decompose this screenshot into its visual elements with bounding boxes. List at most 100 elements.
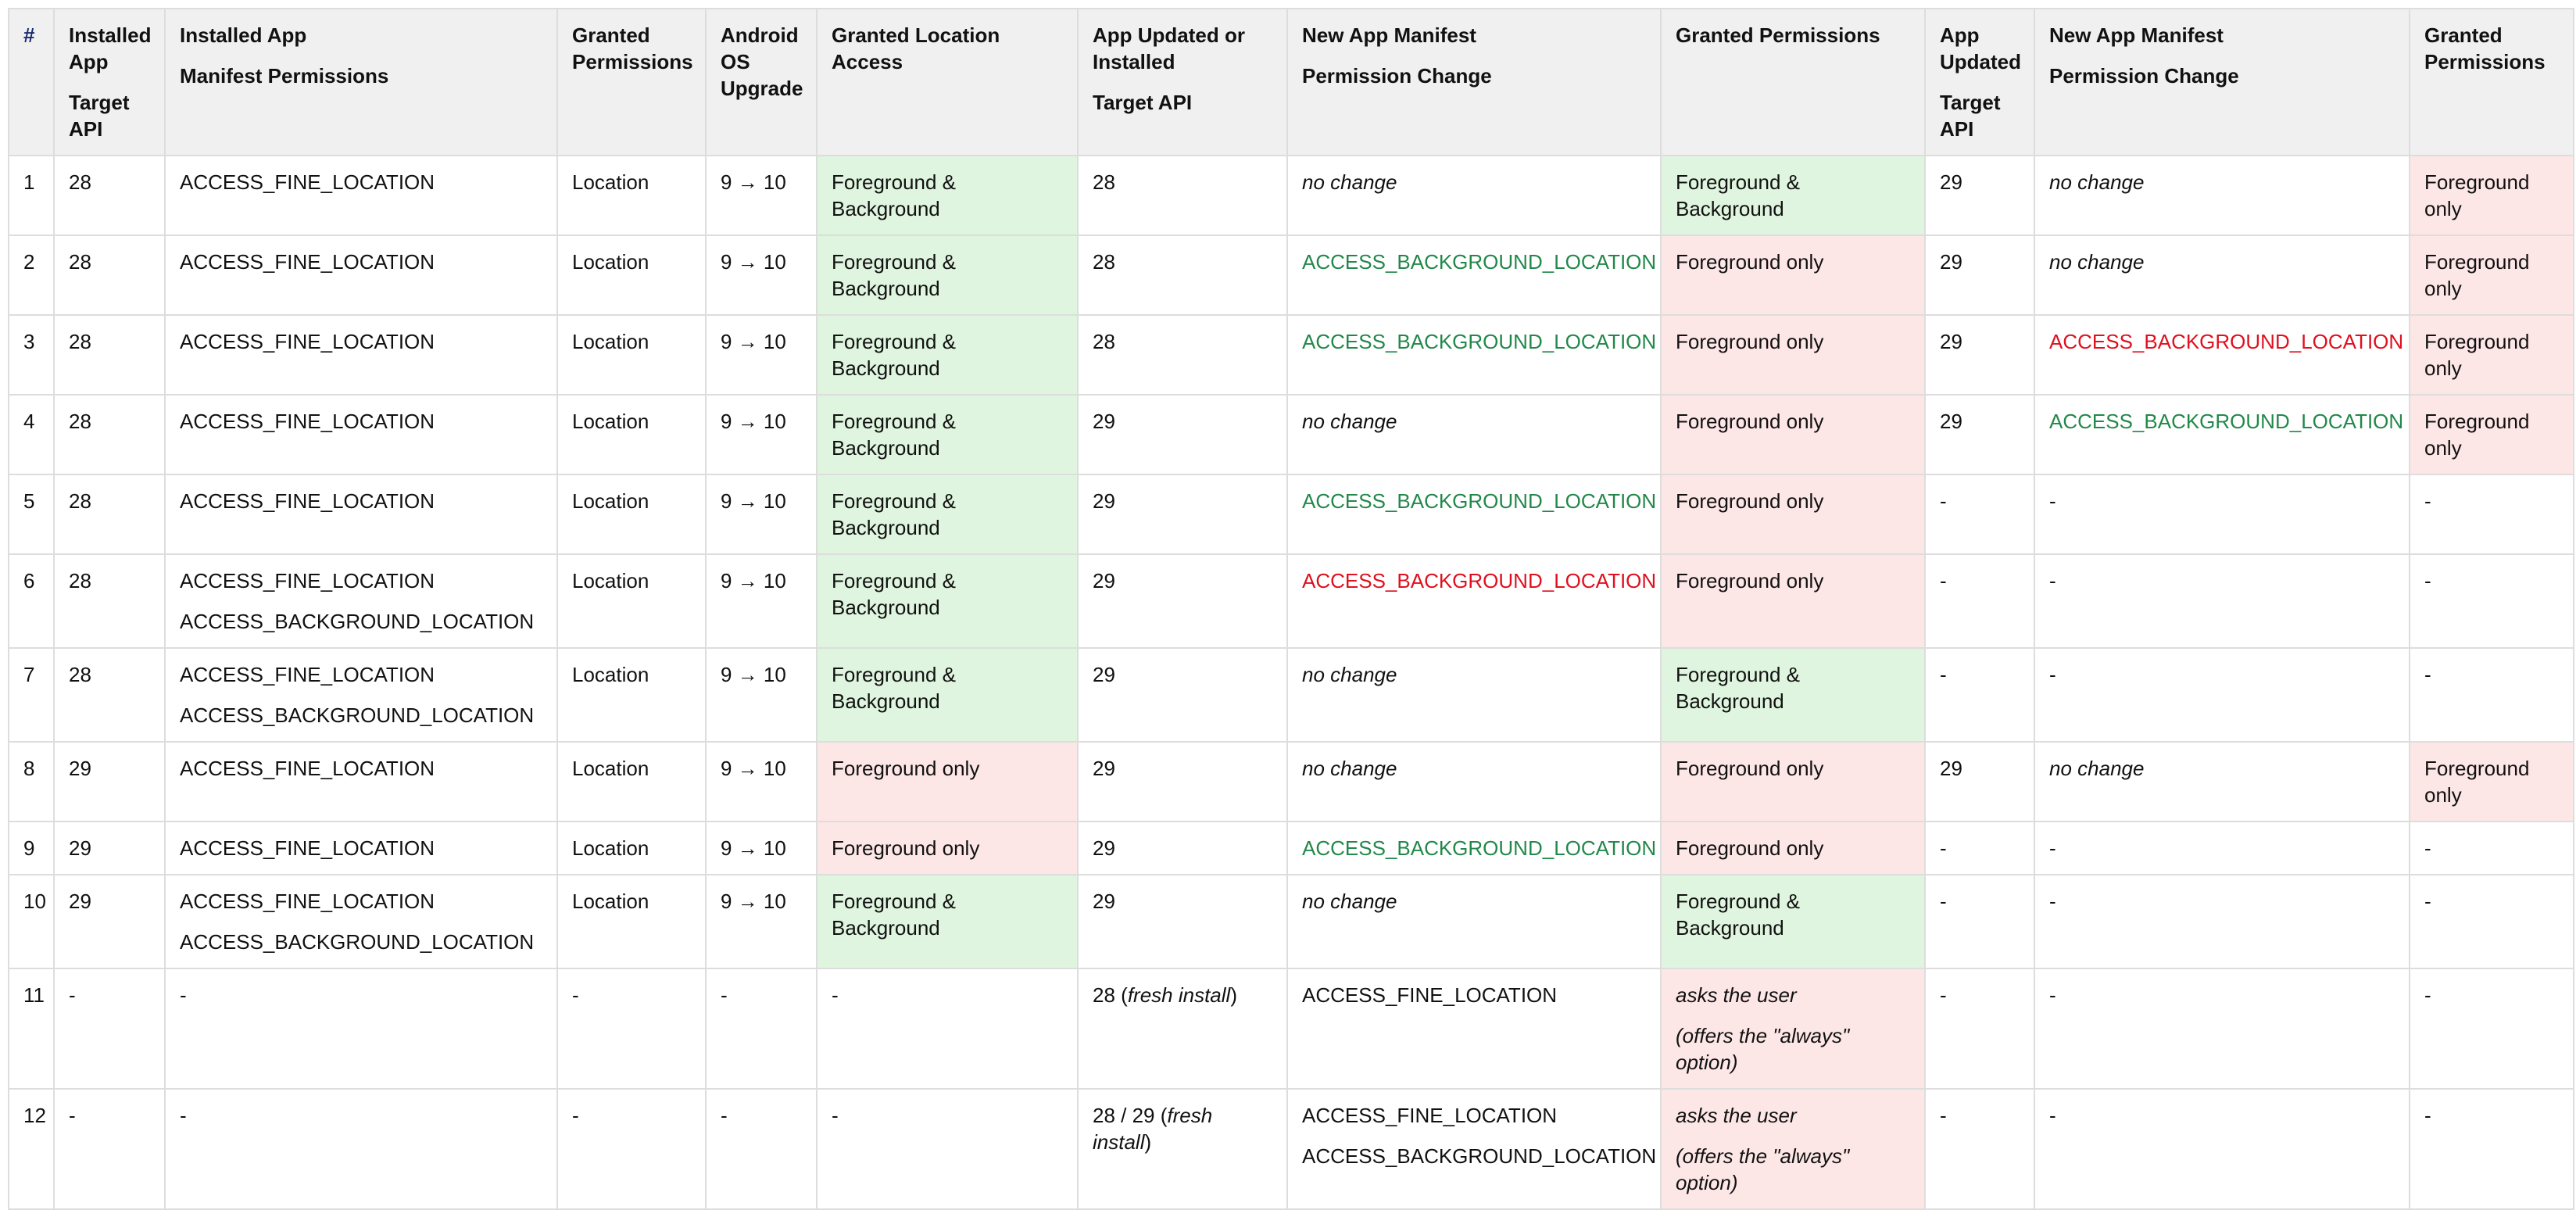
granted-location: Foreground only — [832, 757, 980, 780]
permission-change-cell: ACCESS_FINE_LOCATION — [1286, 968, 1662, 1090]
row-number-cell: 2 — [8, 234, 55, 316]
table-row: 6 28 ACCESS_FINE_LOCATION ACCESS_BACKGROUND… — [8, 553, 2574, 649]
updated-api: 28 — [1093, 983, 1115, 1007]
app-updated-2-cell: 29 — [1924, 155, 2035, 236]
granted-location-cell: Foreground & Background — [816, 553, 1079, 649]
granted-location-cell: Foreground & Background — [816, 234, 1079, 316]
column-header-label: App Updated or Installed — [1093, 23, 1245, 73]
row-number: 12 — [23, 1104, 46, 1127]
permission-change-cell: no change — [1286, 647, 1662, 743]
target-api: 28 — [69, 170, 91, 194]
result-permission: Foreground only — [1676, 569, 1824, 592]
column-header: Installed App Manifest Permissions — [164, 8, 558, 156]
result-permissions-cell: Foreground only — [1660, 821, 1926, 875]
result-permissions-2-cell: - — [2409, 968, 2574, 1090]
column-header-label: Granted Permissions — [572, 23, 693, 73]
permission-change-2: ACCESS_BACKGROUND_LOCATION — [2049, 330, 2404, 353]
app-updated-cell: 29 — [1077, 474, 1288, 555]
result-permission: Foreground & Background — [1676, 170, 1800, 220]
manifest-permission: ACCESS_FINE_LOCATION — [180, 250, 435, 274]
column-header: App Updated or Installed Target API — [1077, 8, 1288, 156]
row-number: 6 — [23, 569, 35, 592]
permission-change: no change — [1302, 170, 1397, 194]
app-updated-2-cell: 29 — [1924, 314, 2035, 396]
manifest-permission: ACCESS_FINE_LOCATION — [180, 569, 435, 592]
manifest-permissions-cell: ACCESS_FINE_LOCATION — [164, 314, 558, 396]
manifest-permissions-cell: ACCESS_FINE_LOCATION — [164, 741, 558, 822]
os-upgrade: 9 → 10 — [721, 663, 786, 686]
granted-location: Foreground & Background — [832, 663, 956, 713]
row-number-cell: 7 — [8, 647, 55, 743]
result-permissions-2-cell: Foreground only — [2409, 155, 2574, 236]
app-updated: 28 — [1093, 169, 1272, 195]
row-number: 4 — [23, 410, 35, 433]
os-upgrade-cell: 9 → 10 — [705, 553, 818, 649]
os-upgrade-cell: 9 → 10 — [705, 741, 818, 822]
row-number-cell: 8 — [8, 741, 55, 822]
manifest-permission: ACCESS_FINE_LOCATION — [180, 663, 435, 686]
permission-change: ACCESS_BACKGROUND_LOCATION — [1302, 489, 1657, 513]
row-number-cell: 6 — [8, 553, 55, 649]
permission-change-2-cell: - — [2034, 553, 2410, 649]
permission-change-cell: ACCESS_BACKGROUND_LOCATION — [1286, 553, 1662, 649]
app-updated-2: 29 — [1940, 330, 1962, 353]
permission-change-2: no change — [2049, 757, 2145, 780]
row-number: 2 — [23, 250, 35, 274]
manifest-permissions-cell: ACCESS_FINE_LOCATION ACCESS_BACKGROUND_LO… — [164, 874, 558, 969]
result-permission: asks the user — [1676, 1104, 1797, 1127]
granted-permission: Location — [572, 489, 649, 513]
os-upgrade-cell: - — [705, 968, 818, 1090]
app-updated-cell: 29 — [1077, 647, 1288, 743]
column-header: Granted Location Access — [816, 8, 1079, 156]
result-permissions-cell: asks the user (offers the "always" option… — [1660, 968, 1926, 1090]
column-header-label: App Updated — [1940, 23, 2021, 73]
permission-change-cell: no change — [1286, 394, 1662, 475]
permission-change: ACCESS_BACKGROUND_LOCATION — [1302, 1144, 1657, 1168]
row-number-cell: 4 — [8, 394, 55, 475]
granted-permission: Location — [572, 330, 649, 353]
granted-permissions-cell: Location — [556, 874, 707, 969]
permission-change-2-cell: - — [2034, 1088, 2410, 1210]
permission-change-2-cell: no change — [2034, 741, 2410, 822]
granted-permissions-cell: Location — [556, 647, 707, 743]
os-upgrade: 9 → 10 — [721, 170, 786, 194]
granted-location: Foreground & Background — [832, 489, 956, 539]
result-permissions-2-cell: Foreground only — [2409, 394, 2574, 475]
permission-change: no change — [1302, 663, 1397, 686]
column-header: Granted Permissions — [1660, 8, 1926, 156]
result-permission-2: Foreground only — [2424, 330, 2530, 380]
granted-permission: Location — [572, 250, 649, 274]
table-row: 3 28 ACCESS_FINE_LOCATION Location 9 → 10 For… — [8, 314, 2574, 396]
app-updated-2: - — [1940, 983, 1947, 1007]
app-updated-2: - — [1940, 1104, 1947, 1127]
permission-change: no change — [1302, 890, 1397, 913]
app-updated-cell: 28 — [1077, 234, 1288, 316]
permission-change-cell: ACCESS_BACKGROUND_LOCATION — [1286, 474, 1662, 555]
permission-change-cell: no change — [1286, 155, 1662, 236]
table-row: 4 28 ACCESS_FINE_LOCATION Location 9 → 10 For… — [8, 394, 2574, 475]
granted-location-cell: Foreground & Background — [816, 394, 1079, 475]
manifest-permission: ACCESS_FINE_LOCATION — [180, 170, 435, 194]
permission-change-2-cell: ACCESS_BACKGROUND_LOCATION — [2034, 394, 2410, 475]
app-updated-2-cell: 29 — [1924, 234, 2035, 316]
updated-api: 28 — [1093, 170, 1115, 194]
row-number-cell: 1 — [8, 155, 55, 236]
os-upgrade-cell: 9 → 10 — [705, 394, 818, 475]
row-number-cell: 9 — [8, 821, 55, 875]
manifest-permission: ACCESS_FINE_LOCATION — [180, 836, 435, 860]
result-permissions-2-cell: - — [2409, 821, 2574, 875]
granted-permissions-cell: Location — [556, 821, 707, 875]
updated-api: 29 — [1093, 569, 1115, 592]
granted-permission: Location — [572, 757, 649, 780]
target-api-cell: - — [53, 1088, 166, 1210]
app-updated-cell: 28 — [1077, 155, 1288, 236]
os-upgrade-cell: 9 → 10 — [705, 874, 818, 969]
granted-location-cell: Foreground & Background — [816, 314, 1079, 396]
app-updated-2: - — [1940, 489, 1947, 513]
app-updated: 29 — [1093, 661, 1272, 688]
permission-change: ACCESS_BACKGROUND_LOCATION — [1302, 250, 1657, 274]
app-updated-2: - — [1940, 836, 1947, 860]
column-header-label: # — [23, 23, 35, 47]
granted-location: Foreground only — [832, 836, 980, 860]
permission-change-2-cell: no change — [2034, 155, 2410, 236]
